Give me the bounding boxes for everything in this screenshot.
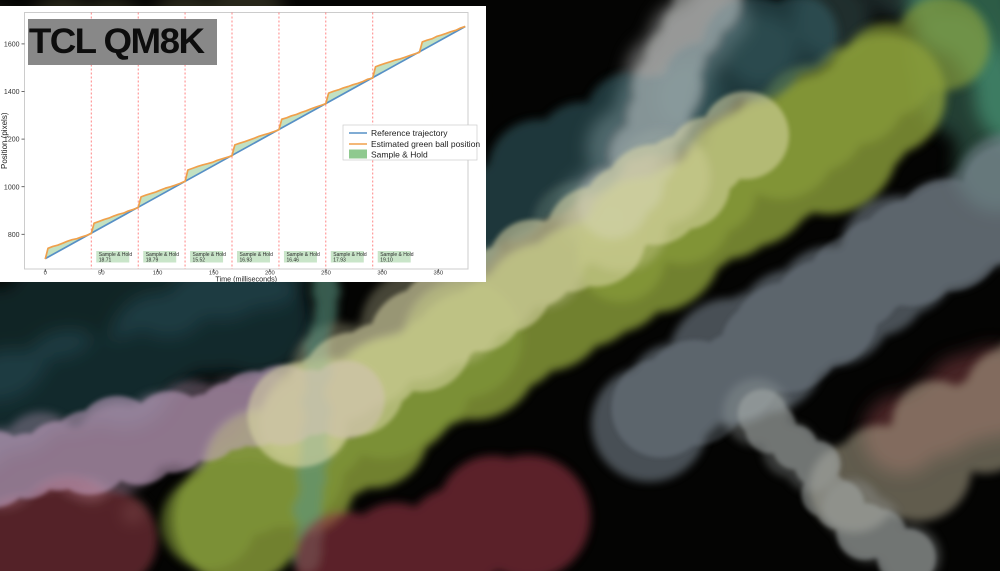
svg-text:50: 50 [98,271,104,277]
svg-text:250: 250 [321,271,331,277]
svg-text:Reference trajectory: Reference trajectory [371,128,448,138]
svg-text:Sample & Hold: Sample & Hold [371,149,428,159]
svg-text:1000: 1000 [4,184,20,191]
svg-text:1600: 1600 [4,42,20,49]
svg-text:350: 350 [433,271,443,277]
svg-text:19.10: 19.10 [380,257,393,263]
svg-text:15.52: 15.52 [193,257,206,263]
svg-text:Estimated green ball position: Estimated green ball position [371,139,480,149]
svg-text:100: 100 [153,271,163,277]
svg-text:Time (milliseconds): Time (milliseconds) [215,275,277,283]
svg-text:0: 0 [44,271,47,277]
svg-text:18.71: 18.71 [99,257,112,263]
svg-text:17.93: 17.93 [333,257,346,263]
svg-text:16.93: 16.93 [240,257,253,263]
svg-text:16.46: 16.46 [286,257,299,263]
svg-text:800: 800 [8,232,20,239]
svg-text:1400: 1400 [4,89,20,96]
svg-text:300: 300 [377,271,387,277]
svg-text:18.79: 18.79 [146,257,159,263]
svg-text:Position (pixels): Position (pixels) [0,112,9,169]
